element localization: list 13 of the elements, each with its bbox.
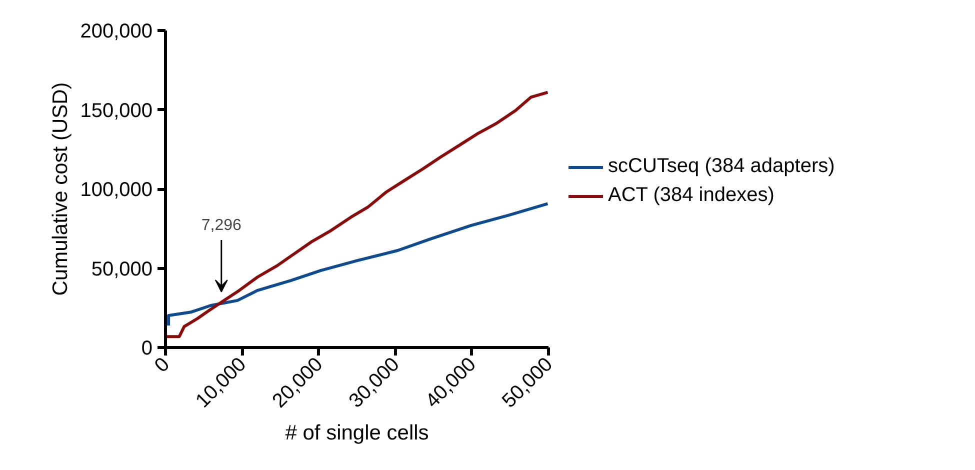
legend-label: scCUTseq (384 adapters): [608, 155, 835, 178]
x-axis-title: # of single cells: [285, 422, 429, 445]
y-tick-label: 0: [141, 338, 152, 360]
line-series: [167, 202, 548, 327]
legend-label: ACT (384 indexes): [608, 184, 774, 207]
y-tick-label: 100,000: [80, 179, 152, 201]
y-tick-label: 150,000: [80, 100, 152, 122]
y-axis-title: Cumulative cost (USD): [49, 82, 72, 296]
line-series: [166, 90, 548, 338]
annotation: 7,296: [201, 216, 242, 234]
x-tick-label: 0: [150, 353, 174, 377]
y-tick-label: 50,000: [91, 258, 152, 280]
y-tick-label: 200,000: [80, 20, 152, 42]
